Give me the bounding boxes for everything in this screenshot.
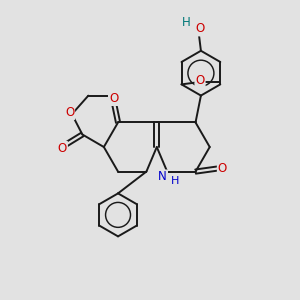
Text: O: O (218, 162, 227, 175)
Text: O: O (58, 142, 67, 155)
Text: N: N (158, 170, 167, 184)
Text: O: O (65, 106, 74, 119)
Text: H: H (171, 176, 180, 186)
Text: O: O (195, 22, 205, 35)
Text: O: O (109, 92, 118, 105)
Text: O: O (195, 74, 205, 87)
Text: H: H (182, 16, 190, 29)
